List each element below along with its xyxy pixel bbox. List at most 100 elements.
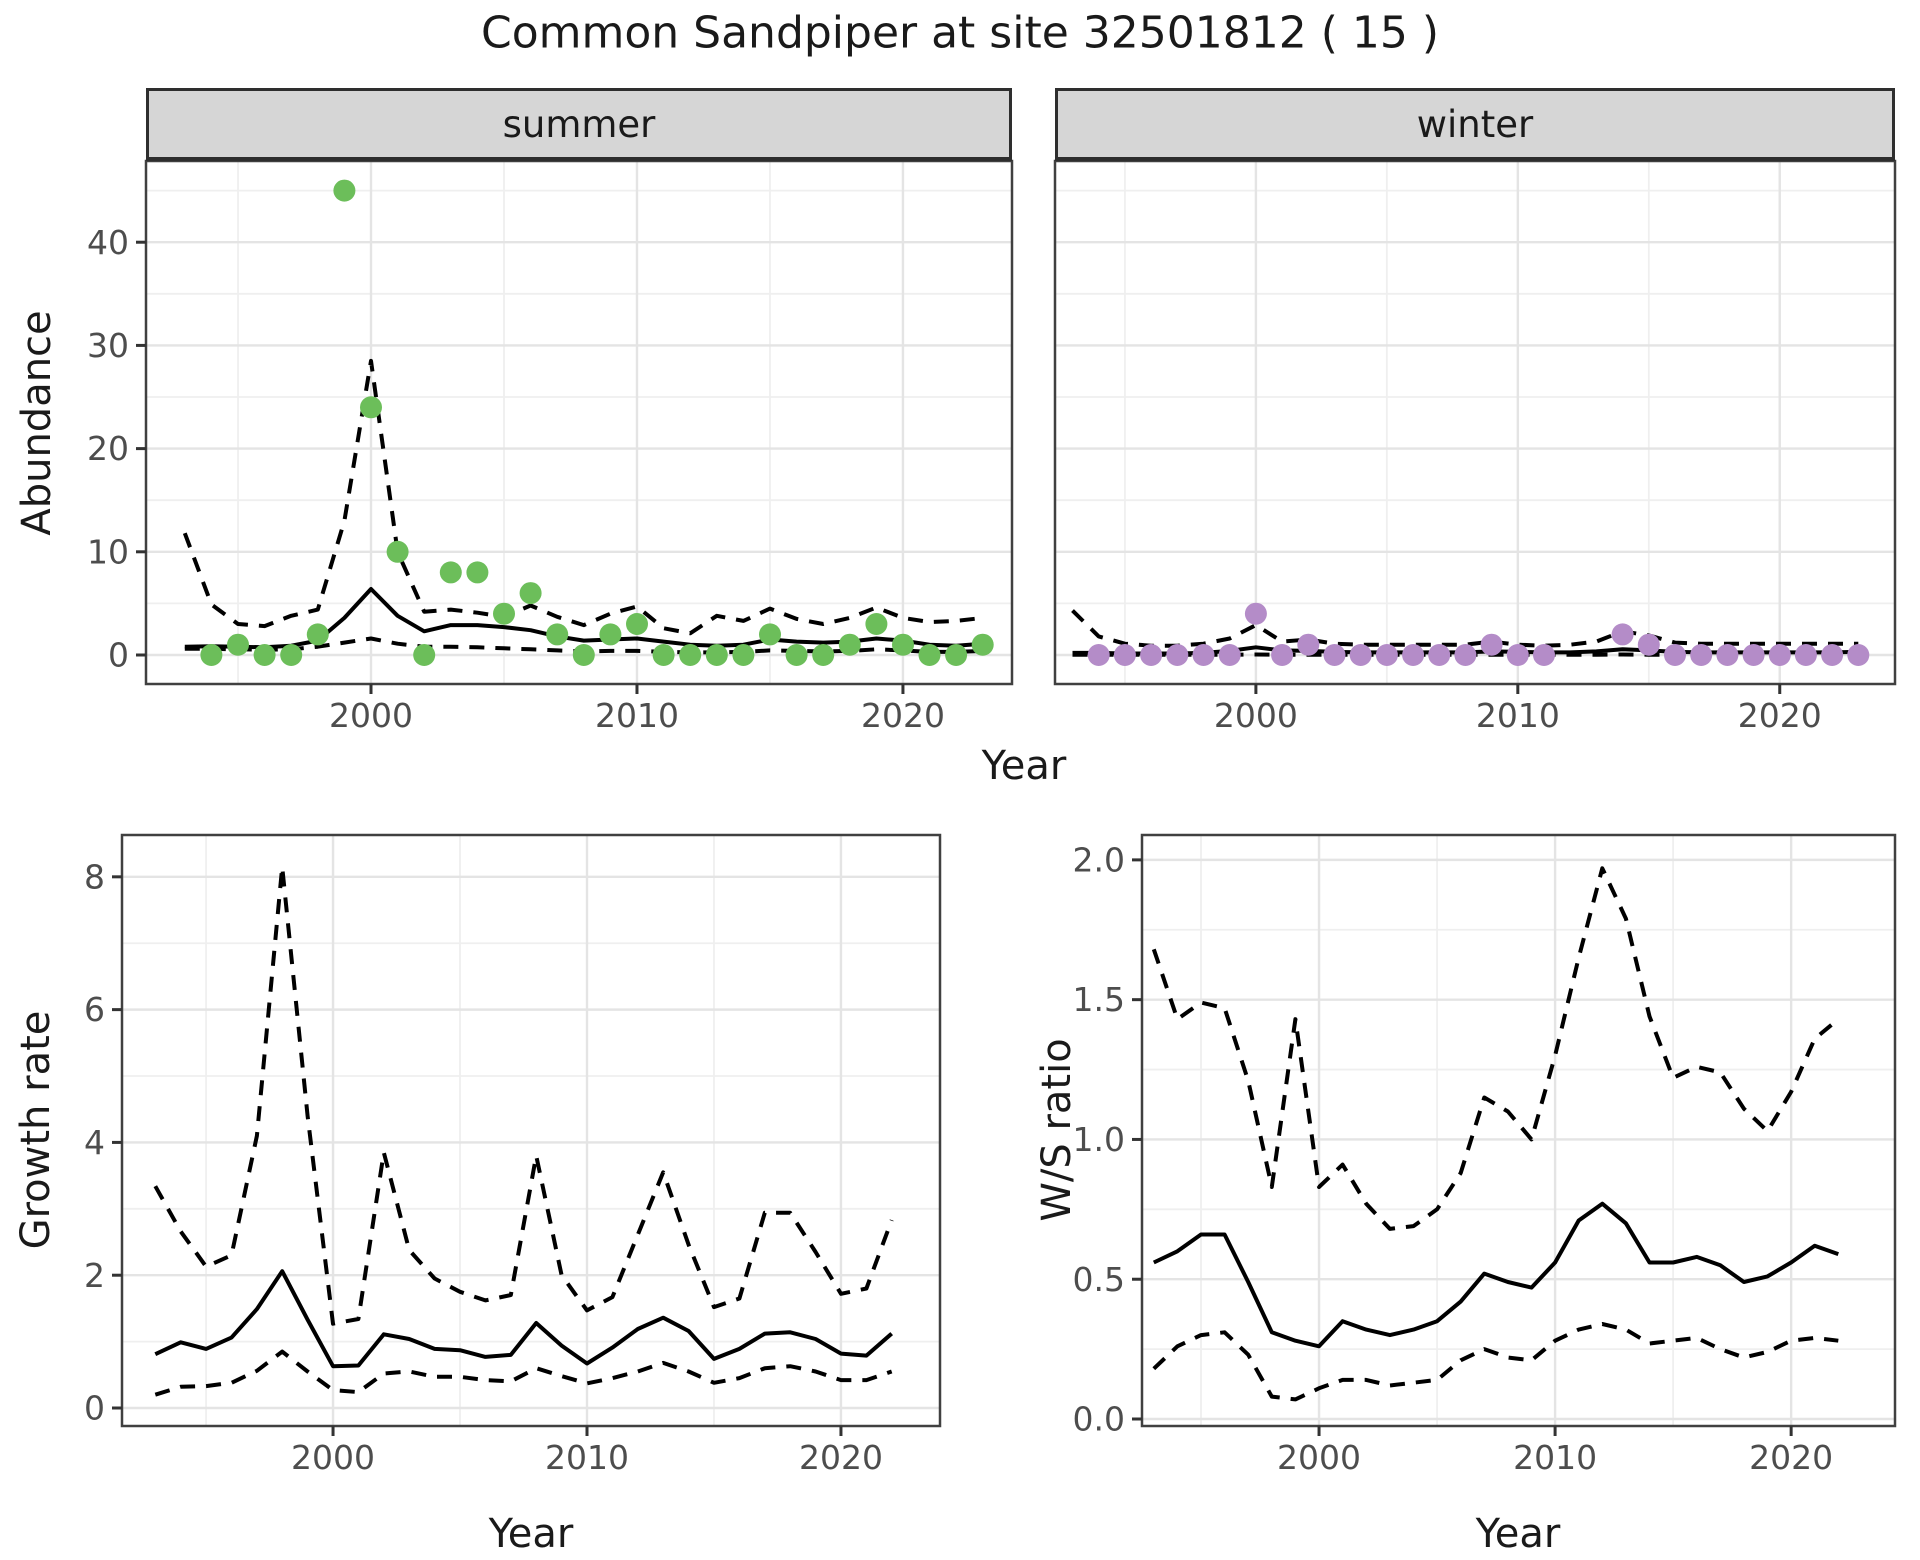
abundance-summer-data-point (466, 561, 489, 584)
abundance-winter-x-tick-label: 2010 (1476, 696, 1560, 735)
abundance-winter-data-point (1794, 644, 1817, 666)
ws-ratio-x-tick-label: 2010 (1513, 1438, 1597, 1477)
abundance-summer-y-tick-label: 0 (108, 636, 129, 675)
abundance-winter-data-point (1402, 644, 1425, 666)
growth-rate-y-tick-label: 0 (84, 1389, 105, 1428)
abundance-summer-data-point (679, 644, 702, 666)
abundance-summer-data-point (732, 644, 755, 666)
growth-rate-x-tick-label: 2010 (545, 1438, 629, 1477)
abundance-summer-data-point (306, 623, 329, 646)
growth-rate-ci-lower-line (154, 1349, 893, 1397)
abundance-winter-data-point (1506, 644, 1529, 666)
x-axis-title-growth-rate: Year (488, 1511, 574, 1557)
y-axis-title-growth-rate: Growth rate (13, 1010, 59, 1250)
abundance-winter-x-tick-label: 2000 (1214, 696, 1298, 735)
abundance-summer-y-tick-label: 10 (87, 532, 129, 571)
growth-rate-fit-line (154, 1269, 894, 1369)
abundance-winter-data-point (1742, 644, 1765, 666)
abundance-summer-data-point (280, 644, 303, 666)
abundance-winter-data-point (1113, 644, 1136, 666)
abundance-summer-data-point (892, 633, 914, 656)
abundance-winter-data-point (1323, 644, 1346, 666)
abundance-summer-data-point (519, 582, 542, 605)
abundance-winter-data-point (1664, 644, 1686, 666)
abundance-winter-data-point (1533, 644, 1555, 666)
x-axis-title-ws-ratio: Year (1475, 1511, 1561, 1557)
abundance-winter-data-point (1428, 644, 1451, 666)
chart-title: Common Sandpiper at site 32501812 ( 15 ) (481, 7, 1439, 59)
abundance-winter-data-point (1690, 644, 1713, 666)
abundance-winter-data-point (1637, 633, 1660, 656)
abundance-summer-data-point (812, 644, 835, 666)
abundance-summer-data-point (945, 644, 968, 666)
ws-ratio-x-tick-label: 2000 (1277, 1438, 1361, 1477)
ws-ratio-y-tick-label: 0.5 (1073, 1260, 1125, 1299)
abundance-winter-data-point (1375, 644, 1398, 666)
ws-ratio-ci-lower-line (1152, 1322, 1839, 1402)
abundance-summer-panel-bg (146, 161, 1012, 684)
growth-rate-y-tick-label: 8 (84, 857, 105, 896)
growth-rate-panel-border (120, 833, 942, 1428)
abundance-winter-data-point (1349, 644, 1372, 666)
abundance-summer-data-point (227, 633, 249, 656)
growth-rate-y-tick-label: 4 (84, 1123, 105, 1162)
abundance-winter-ci-upper-line (1071, 609, 1859, 648)
abundance-summer-data-point (546, 623, 569, 646)
ws-ratio-ci-upper-line (1151, 866, 1840, 1231)
abundance-summer-data-point (652, 644, 675, 666)
facet-strip-summer-label: summer (502, 102, 656, 146)
facet-strip-winter-label: winter (1416, 102, 1534, 146)
abundance-summer-data-point (971, 633, 994, 656)
abundance-summer-data-point (865, 613, 888, 635)
growth-rate-y-tick-label: 6 (84, 990, 105, 1029)
abundance-winter-data-point (1218, 644, 1241, 666)
abundance-summer-data-point (439, 561, 462, 584)
abundance-winter-panel-border (1053, 159, 1897, 686)
abundance-summer-data-point (626, 613, 648, 635)
abundance-winter-data-point (1271, 644, 1294, 666)
abundance-summer-panel-border (144, 159, 1014, 686)
abundance-winter-data-point (1297, 633, 1320, 656)
growth-rate-ci-upper-line (153, 864, 894, 1326)
abundance-winter-data-point (1244, 602, 1267, 625)
abundance-summer-ci-upper-line (182, 358, 983, 636)
abundance-summer-data-point (838, 633, 861, 656)
abundance-summer-data-point (333, 179, 356, 202)
abundance-winter-data-point (1611, 623, 1634, 646)
y-axis-title-abundance: Abundance (14, 310, 60, 536)
abundance-summer-y-tick-label: 20 (87, 429, 129, 468)
abundance-winter-data-point (1768, 644, 1791, 666)
abundance-winter-panel-bg (1055, 161, 1895, 684)
ws-ratio-y-tick-label: 1.5 (1073, 980, 1125, 1019)
facet-strip-winter: winter (1055, 88, 1895, 161)
y-axis-title-ws-ratio: W/S ratio (1034, 1038, 1080, 1222)
ws-ratio-fit-line (1152, 1201, 1839, 1349)
ws-ratio-y-tick-label: 0.0 (1073, 1400, 1125, 1439)
ws-ratio-panel-border (1140, 833, 1897, 1428)
ws-ratio-y-tick-label: 1.0 (1073, 1120, 1125, 1159)
abundance-summer-data-point (705, 644, 728, 666)
abundance-summer-y-tick-label: 40 (87, 223, 129, 262)
abundance-summer-data-point (599, 623, 622, 646)
abundance-summer-data-point (360, 396, 382, 419)
abundance-summer-data-point (200, 644, 223, 666)
ws-ratio-panel-bg (1142, 835, 1895, 1426)
abundance-summer-x-tick-label: 2020 (861, 696, 945, 735)
ws-ratio-x-tick-label: 2020 (1749, 1438, 1833, 1477)
abundance-winter-data-point (1140, 644, 1163, 666)
facet-strip-summer: summer (146, 88, 1012, 161)
abundance-winter-data-point (1192, 644, 1215, 666)
growth-rate-y-tick-label: 2 (84, 1256, 105, 1295)
abundance-summer-x-tick-label: 2000 (329, 696, 413, 735)
abundance-summer-data-point (386, 540, 409, 563)
x-axis-title-top: Year (981, 743, 1067, 789)
growth-rate-panel-bg (122, 835, 940, 1426)
abundance-summer-data-point (493, 602, 515, 625)
ws-ratio-y-tick-label: 2.0 (1073, 840, 1125, 879)
abundance-winter-data-point (1454, 644, 1477, 666)
abundance-summer-data-point (785, 644, 808, 666)
abundance-winter-data-point (1480, 633, 1503, 656)
abundance-winter-x-tick-label: 2020 (1738, 696, 1822, 735)
